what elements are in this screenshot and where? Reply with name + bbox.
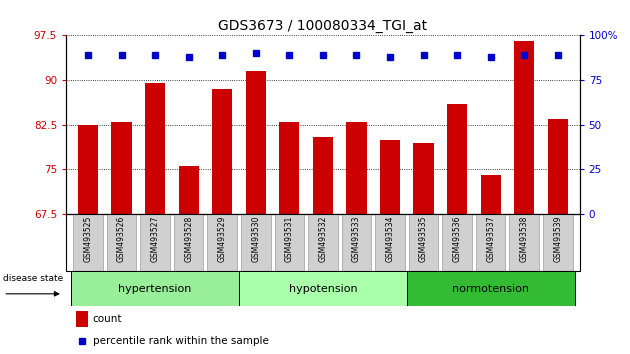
Text: GSM493528: GSM493528 — [184, 216, 193, 262]
FancyBboxPatch shape — [174, 214, 203, 271]
Bar — [380, 140, 400, 214]
Bar — [481, 176, 501, 214]
Bar — [514, 41, 534, 214]
Text: count: count — [93, 314, 122, 324]
Text: hypertension: hypertension — [118, 284, 192, 293]
FancyBboxPatch shape — [241, 214, 270, 271]
Bar — [76, 311, 88, 327]
FancyBboxPatch shape — [239, 271, 407, 306]
FancyBboxPatch shape — [73, 214, 103, 271]
Bar — [112, 122, 132, 214]
Text: GSM493534: GSM493534 — [386, 216, 394, 262]
Text: GSM493536: GSM493536 — [452, 216, 462, 262]
Text: GSM493530: GSM493530 — [251, 216, 260, 262]
FancyBboxPatch shape — [341, 214, 371, 271]
Title: GDS3673 / 100080334_TGI_at: GDS3673 / 100080334_TGI_at — [219, 19, 427, 33]
Text: disease state: disease state — [3, 274, 64, 283]
Text: GSM493532: GSM493532 — [318, 216, 328, 262]
Bar — [313, 137, 333, 214]
FancyBboxPatch shape — [71, 271, 239, 306]
Text: GSM493527: GSM493527 — [151, 216, 159, 262]
Bar — [78, 125, 98, 214]
FancyBboxPatch shape — [409, 214, 438, 271]
Bar — [346, 122, 367, 214]
Text: hypotension: hypotension — [289, 284, 357, 293]
Bar — [413, 143, 433, 214]
Bar — [447, 104, 467, 214]
Text: GSM493538: GSM493538 — [520, 216, 529, 262]
FancyBboxPatch shape — [207, 214, 237, 271]
Bar — [279, 122, 299, 214]
FancyBboxPatch shape — [308, 214, 338, 271]
FancyBboxPatch shape — [510, 214, 539, 271]
Text: GSM493537: GSM493537 — [486, 216, 495, 262]
FancyBboxPatch shape — [442, 214, 472, 271]
Text: GSM493533: GSM493533 — [352, 216, 361, 262]
Text: GSM493529: GSM493529 — [218, 216, 227, 262]
Bar — [145, 83, 165, 214]
Text: percentile rank within the sample: percentile rank within the sample — [93, 336, 269, 346]
FancyBboxPatch shape — [275, 214, 304, 271]
Text: normotension: normotension — [452, 284, 529, 293]
Bar — [178, 166, 198, 214]
FancyBboxPatch shape — [106, 214, 136, 271]
FancyBboxPatch shape — [543, 214, 573, 271]
FancyBboxPatch shape — [375, 214, 404, 271]
FancyBboxPatch shape — [407, 271, 575, 306]
Text: GSM493525: GSM493525 — [83, 216, 93, 262]
Text: GSM493531: GSM493531 — [285, 216, 294, 262]
FancyBboxPatch shape — [140, 214, 170, 271]
Text: GSM493535: GSM493535 — [419, 216, 428, 262]
Bar — [246, 71, 266, 214]
Bar — [212, 89, 232, 214]
Text: GSM493539: GSM493539 — [553, 216, 563, 262]
FancyBboxPatch shape — [476, 214, 505, 271]
Text: GSM493526: GSM493526 — [117, 216, 126, 262]
Bar — [547, 119, 568, 214]
